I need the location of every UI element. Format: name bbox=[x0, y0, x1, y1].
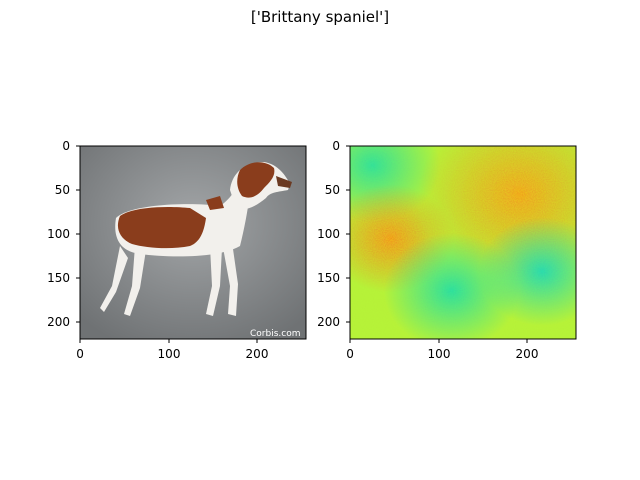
heatmap-panel: 0 100 200 0 50 100 150 200 bbox=[317, 139, 577, 361]
x-tick-label: 200 bbox=[516, 347, 539, 361]
photo-axes: Corbis.com 0 100 200 0 50 100 150 bbox=[47, 139, 307, 361]
heatmap-frame bbox=[349, 145, 577, 340]
heatmap-image bbox=[350, 146, 576, 339]
x-tick-label: 100 bbox=[428, 347, 451, 361]
x-tick-label: 0 bbox=[76, 347, 84, 361]
x-tick-label: 100 bbox=[158, 347, 181, 361]
heatmap-y-ticks: 0 50 100 150 200 bbox=[317, 139, 350, 329]
x-tick-label: 0 bbox=[346, 347, 354, 361]
photo-y-ticks: 0 50 100 150 200 bbox=[47, 139, 80, 329]
photo-panel: Corbis.com 0 100 200 0 50 100 150 bbox=[47, 139, 307, 361]
y-tick-label: 0 bbox=[62, 139, 70, 153]
heatmap-x-ticks: 0 100 200 bbox=[346, 339, 538, 361]
y-tick-label: 150 bbox=[317, 271, 340, 285]
y-tick-label: 100 bbox=[317, 227, 340, 241]
y-tick-label: 50 bbox=[55, 183, 70, 197]
y-tick-label: 0 bbox=[332, 139, 340, 153]
y-tick-label: 200 bbox=[317, 315, 340, 329]
x-tick-label: 200 bbox=[246, 347, 269, 361]
photo-x-ticks: 0 100 200 bbox=[76, 339, 268, 361]
y-tick-label: 200 bbox=[47, 315, 70, 329]
figure-title: ['Brittany spaniel'] bbox=[250, 8, 390, 26]
y-tick-label: 100 bbox=[47, 227, 70, 241]
heatmap-axes: 0 100 200 0 50 100 150 200 bbox=[317, 139, 577, 361]
photo-frame bbox=[79, 145, 307, 340]
y-tick-label: 150 bbox=[47, 271, 70, 285]
watermark-text: Corbis.com bbox=[250, 329, 300, 339]
dog-image bbox=[100, 162, 292, 316]
y-tick-label: 50 bbox=[325, 183, 340, 197]
